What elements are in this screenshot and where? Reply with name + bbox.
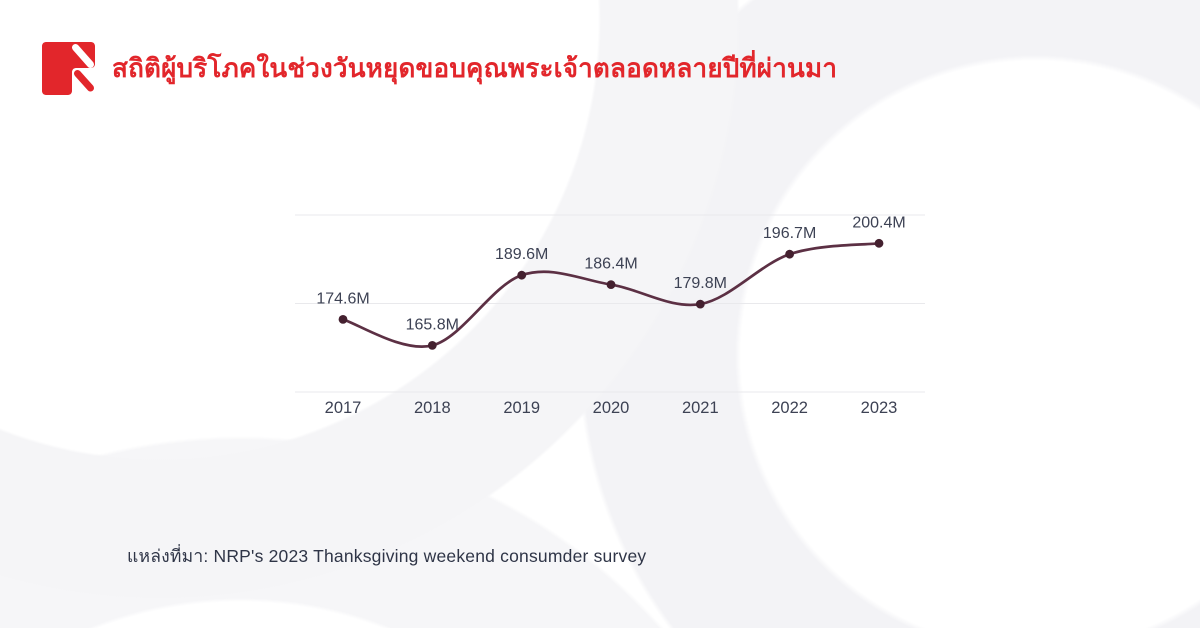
data-point [695, 299, 705, 309]
data-label: 165.8M [406, 316, 459, 333]
data-label: 200.4M [852, 214, 905, 231]
source-note: แหล่งที่มา: NRP's 2023 Thanksgiving week… [127, 546, 647, 566]
data-point [874, 238, 884, 248]
data-label: 179.8M [674, 275, 727, 292]
data-label: 196.7M [763, 225, 816, 242]
x-axis-label: 2022 [771, 399, 808, 417]
data-point [517, 270, 527, 280]
header: สถิติผู้บริโภคในช่วงวันหยุดขอบคุณพระเจ้า… [42, 42, 837, 95]
data-label: 174.6M [316, 290, 369, 307]
x-axis-label: 2023 [861, 399, 898, 417]
data-label: 189.6M [495, 246, 548, 263]
data-point [785, 249, 794, 259]
data-label: 186.4M [584, 256, 637, 273]
data-point [606, 280, 616, 289]
brand-logo-icon [42, 42, 95, 95]
logo-white-slash [72, 44, 94, 68]
logo-red-slash [74, 70, 94, 92]
data-point [427, 341, 437, 350]
line-chart-svg: 174.6M 2017 165.8M 2018 189.6M 2019 186.4M 2020… [295, 214, 925, 417]
data-point [338, 315, 348, 324]
x-axis-label: 2018 [414, 399, 451, 417]
x-axis-label: 2021 [682, 399, 719, 417]
line-chart: 174.6M 2017 165.8M 2018 189.6M 2019 186.4M 2020… [280, 195, 940, 430]
x-axis-label: 2019 [503, 399, 540, 417]
x-axis-label: 2017 [325, 399, 362, 417]
x-axis-label: 2020 [593, 399, 630, 417]
page-title: สถิติผู้บริโภคในช่วงวันหยุดขอบคุณพระเจ้า… [112, 53, 838, 84]
